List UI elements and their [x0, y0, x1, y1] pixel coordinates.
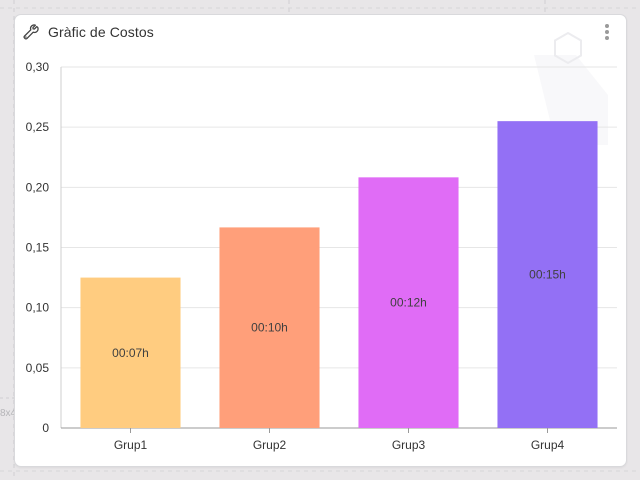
y-tick-label: 0,20 [26, 180, 50, 194]
y-tick-label: 0,30 [26, 60, 50, 74]
y-tick-label: 0 [42, 421, 49, 435]
x-tick-label: Grup1 [114, 438, 148, 452]
bar-chart: 0 0,05 0,10 0,15 0,20 0,25 0,30 00:07h Grup1 00:1… [26, 60, 617, 452]
wrench-icon [23, 24, 39, 40]
bar-data-label: 00:15h [529, 268, 566, 282]
bar [219, 227, 320, 428]
more-vertical-icon[interactable] [602, 22, 612, 44]
y-tick-label: 0,10 [26, 301, 50, 315]
bar-data-label: 00:10h [251, 321, 288, 335]
bar [497, 121, 598, 429]
x-tick-label: Grup4 [531, 438, 565, 452]
bar [358, 177, 459, 428]
bar [80, 277, 181, 428]
y-tick-label: 0,15 [26, 241, 50, 255]
x-tick-label: Grup3 [392, 438, 426, 452]
x-tick-label: Grup2 [253, 438, 287, 452]
bar-data-label: 00:12h [390, 296, 427, 310]
y-tick-label: 0,25 [26, 120, 50, 134]
y-tick-label: 0,05 [26, 361, 50, 375]
card-title: Gràfic de Costos [48, 24, 154, 40]
chart-card: Gràfic de Costos 0 0,05 0,10 0,15 0,20 0,25 0,… [14, 14, 627, 467]
card-header: Gràfic de Costos [15, 15, 626, 51]
bar-data-label: 00:07h [112, 346, 149, 360]
